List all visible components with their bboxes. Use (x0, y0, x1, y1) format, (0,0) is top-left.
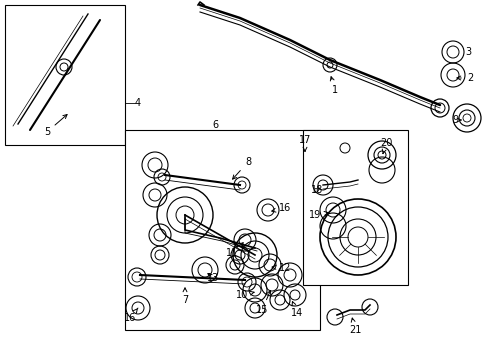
Text: 18: 18 (310, 185, 323, 195)
Text: 5: 5 (44, 114, 67, 137)
Text: 21: 21 (348, 318, 361, 335)
Text: 11: 11 (225, 243, 243, 258)
Text: 10: 10 (235, 290, 254, 300)
Text: 3: 3 (464, 47, 470, 57)
Text: 13: 13 (206, 273, 219, 283)
Text: 17: 17 (298, 135, 310, 151)
Text: 7: 7 (182, 288, 188, 305)
Text: 14: 14 (290, 302, 303, 318)
Bar (303, 130, 407, 285)
Text: 4: 4 (135, 98, 141, 108)
Text: 19: 19 (308, 210, 327, 220)
Text: 12: 12 (271, 263, 290, 273)
Text: 2: 2 (456, 73, 472, 83)
Text: 16: 16 (271, 203, 290, 213)
Text: 6: 6 (211, 120, 218, 130)
Text: 16: 16 (123, 308, 138, 323)
Text: 8: 8 (232, 157, 250, 179)
Text: 1: 1 (330, 77, 337, 95)
Text: 9: 9 (451, 115, 460, 125)
Text: 15: 15 (255, 291, 270, 315)
Bar (5, 5, 125, 145)
Text: 20: 20 (379, 138, 391, 154)
Bar (125, 130, 319, 330)
